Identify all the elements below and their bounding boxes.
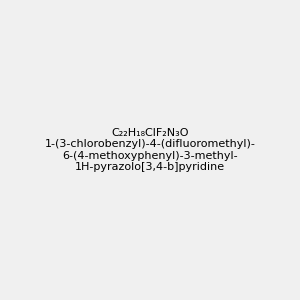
Text: C₂₂H₁₈ClF₂N₃O
1-(3-chlorobenzyl)-4-(difluoromethyl)-
6-(4-methoxyphenyl)-3-methy: C₂₂H₁₈ClF₂N₃O 1-(3-chlorobenzyl)-4-(difl… [45, 128, 255, 172]
